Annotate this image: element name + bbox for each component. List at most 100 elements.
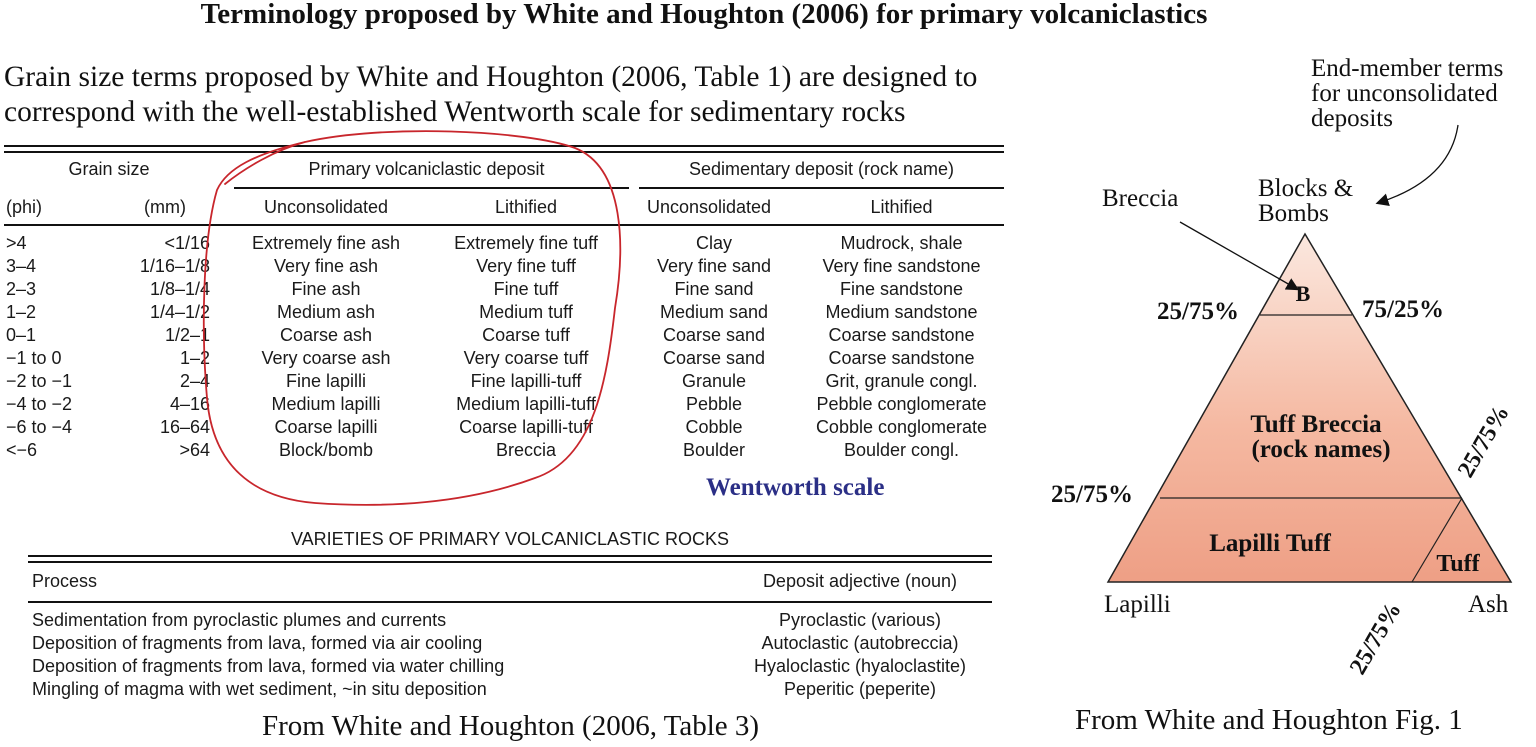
table-cell-lithified-primary: Medium lapilli-tuff — [456, 394, 596, 414]
table-cell-lithified-sedimentary: Fine sandstone — [839, 279, 964, 299]
table-cell-lithified-sedimentary: Coarse sandstone — [828, 348, 975, 368]
page-title: Terminology proposed by White and Hought… — [200, 0, 1208, 30]
intro-line-1: Grain size terms proposed by White and H… — [4, 61, 978, 93]
tuff-breccia-label-line-1: Tuff Breccia — [1250, 411, 1382, 438]
table-cell-mm: 1/16–1/8 — [139, 256, 210, 276]
table-cell-unconsolidated-primary: Medium ash — [276, 302, 376, 322]
table-cell-lithified-primary: Very fine tuff — [476, 256, 576, 276]
table-rule — [4, 145, 1004, 147]
header-sedimentary-deposit: Sedimentary deposit (rock name) — [688, 159, 955, 179]
header-process: Process — [32, 571, 98, 591]
varieties-title: VARIETIES OF PRIMARY VOLCANICLASTIC ROCK… — [290, 529, 730, 549]
table-cell-unconsolidated-sedimentary: Coarse sand — [662, 348, 766, 368]
table-cell-process: Deposition of fragments from lava, forme… — [32, 633, 483, 653]
b-label: B — [1296, 281, 1311, 306]
table-rule — [28, 601, 992, 603]
table-cell-process: Mingling of magma with wet sediment, ~in… — [32, 679, 487, 699]
table-cell-mm: 4–16 — [169, 394, 210, 414]
end-member-arrow — [1375, 124, 1459, 207]
table-cell-phi: −6 to −4 — [6, 417, 73, 437]
table-cell-deposit-adjective: Hyaloclastic (hyaloclastite) — [753, 656, 967, 676]
varieties-table: VARIETIES OF PRIMARY VOLCANICLASTIC ROCK… — [28, 526, 992, 706]
grain-size-table: Grain size Primary volcaniclastic deposi… — [4, 145, 1004, 467]
subheader-unconsolidated-sedimentary: Unconsolidated — [646, 197, 772, 217]
table-rule — [28, 561, 992, 563]
table-cell-unconsolidated-primary: Extremely fine ash — [251, 233, 401, 253]
header-deposit-adjective: Deposit adjective (noun) — [762, 571, 958, 591]
ratio-mid-left: 25/75% — [1051, 481, 1133, 508]
table-cell-lithified-primary: Very coarse tuff — [463, 348, 589, 368]
triangle-shape — [1106, 232, 1513, 583]
caption-figure-source: From White and Houghton Fig. 1 — [1075, 704, 1463, 736]
ratio-right-side: 25/75% — [1453, 401, 1515, 482]
table-cell-lithified-primary: Fine tuff — [493, 279, 559, 299]
subheader-lithified-sedimentary: Lithified — [870, 197, 933, 217]
subheader-unconsolidated-primary: Unconsolidated — [263, 197, 389, 217]
table-cell-unconsolidated-sedimentary: Cobble — [685, 417, 743, 437]
table-cell-unconsolidated-sedimentary: Medium sand — [659, 302, 769, 322]
wentworth-scale-label: Wentworth scale — [706, 474, 885, 501]
table-cell-phi: 1–2 — [6, 302, 37, 322]
tuff-division-line — [1411, 497, 1463, 583]
table-cell-lithified-sedimentary: Very fine sandstone — [822, 256, 981, 276]
tuff-label: Tuff — [1436, 551, 1480, 577]
lapilli-label: Lapilli — [1104, 591, 1171, 618]
ash-label: Ash — [1468, 591, 1509, 618]
table-cell-unconsolidated-sedimentary: Coarse sand — [662, 325, 766, 345]
group-rule-sedimentary — [639, 187, 1004, 189]
breccia-label: Breccia — [1102, 185, 1178, 212]
table-cell-lithified-sedimentary: Mudrock, shale — [840, 233, 963, 253]
table-cell-unconsolidated-sedimentary: Boulder — [682, 440, 746, 460]
table-cell-unconsolidated-sedimentary: Granule — [681, 371, 747, 391]
table-cell-unconsolidated-primary: Coarse lapilli — [274, 417, 378, 437]
table-cell-lithified-sedimentary: Medium sandstone — [825, 302, 978, 322]
apex-label-line-2: Bombs — [1258, 200, 1329, 227]
table-cell-phi: 3–4 — [6, 256, 37, 276]
table-cell-unconsolidated-primary: Block/bomb — [278, 440, 374, 460]
apex-label-line-1: Blocks & — [1258, 175, 1353, 202]
table-cell-unconsolidated-sedimentary: Pebble — [685, 394, 743, 414]
header-primary-deposit: Primary volcaniclastic deposit — [308, 159, 545, 179]
table-cell-unconsolidated-sedimentary: Very fine sand — [656, 256, 772, 276]
table-rule — [4, 224, 1004, 226]
red-highlight-circle — [202, 130, 622, 506]
table-cell-mm: 1/2–1 — [164, 325, 210, 345]
table-cell-unconsolidated-primary: Very fine ash — [273, 256, 379, 276]
subheader-phi: (phi) — [6, 197, 43, 217]
table-cell-unconsolidated-primary: Fine ash — [291, 279, 361, 299]
tuff-breccia-label-line-2: (rock names) — [1251, 436, 1390, 463]
table-cell-lithified-sedimentary: Pebble conglomerate — [816, 394, 987, 414]
table-cell-unconsolidated-primary: Medium lapilli — [271, 394, 381, 414]
table-cell-process: Deposition of fragments from lava, forme… — [32, 656, 505, 676]
table-cell-mm: >64 — [179, 440, 210, 460]
subheader-mm: (mm) — [144, 197, 186, 217]
table-cell-deposit-adjective: Autoclastic (autobreccia) — [761, 633, 959, 653]
table-cell-unconsolidated-sedimentary: Fine sand — [674, 279, 754, 299]
end-member-note-line-1: End-member terms — [1311, 55, 1503, 82]
subheader-lithified-primary: Lithified — [494, 197, 558, 217]
table-cell-phi: −2 to −1 — [6, 371, 73, 391]
table-cell-mm: 1–2 — [179, 348, 210, 368]
table-cell-lithified-sedimentary: Grit, granule congl. — [825, 371, 978, 391]
table-cell-mm: 16–64 — [159, 417, 210, 437]
table-cell-unconsolidated-primary: Coarse ash — [279, 325, 373, 345]
intro-text: Grain size terms proposed by White and H… — [4, 60, 1104, 130]
intro-line-2: correspond with the well-established Wen… — [4, 96, 906, 128]
table-cell-lithified-primary: Coarse lapilli-tuff — [459, 417, 593, 437]
grain-size-triangle-diagram: End-member terms for unconsolidated depo… — [1051, 55, 1515, 679]
table-cell-unconsolidated-sedimentary: Clay — [695, 233, 732, 253]
table-cell-phi: >4 — [6, 233, 27, 253]
table-cell-lithified-primary: Extremely fine tuff — [454, 233, 598, 253]
table-cell-deposit-adjective: Peperitic (peperite) — [783, 679, 937, 699]
table-cell-phi: −1 to 0 — [6, 348, 62, 368]
table-cell-phi: 2–3 — [6, 279, 37, 299]
table-cell-lithified-sedimentary: Boulder congl. — [843, 440, 960, 460]
table-cell-mm: 1/4–1/2 — [149, 302, 210, 322]
table-cell-lithified-primary: Breccia — [495, 440, 557, 460]
caption-table-source: From White and Houghton (2006, Table 3) — [262, 710, 760, 742]
table-cell-lithified-sedimentary: Cobble conglomerate — [815, 417, 988, 437]
table-cell-deposit-adjective: Pyroclastic (various) — [778, 610, 942, 630]
table-cell-mm: <1/16 — [164, 233, 210, 253]
lapilli-tuff-label: Lapilli Tuff — [1209, 530, 1331, 557]
breccia-arrow — [1179, 221, 1300, 291]
